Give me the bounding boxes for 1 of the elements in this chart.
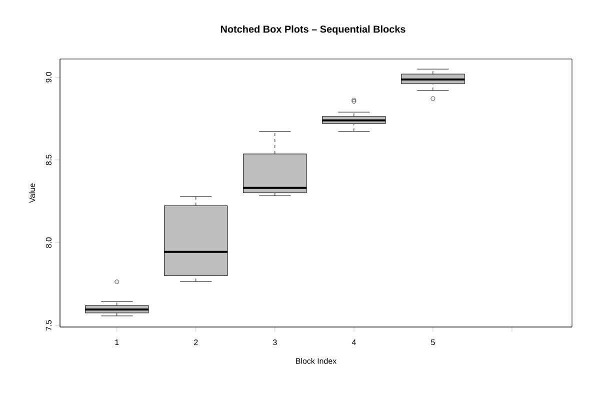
chart-title: Notched Box Plots – Sequential Blocks (220, 25, 406, 35)
